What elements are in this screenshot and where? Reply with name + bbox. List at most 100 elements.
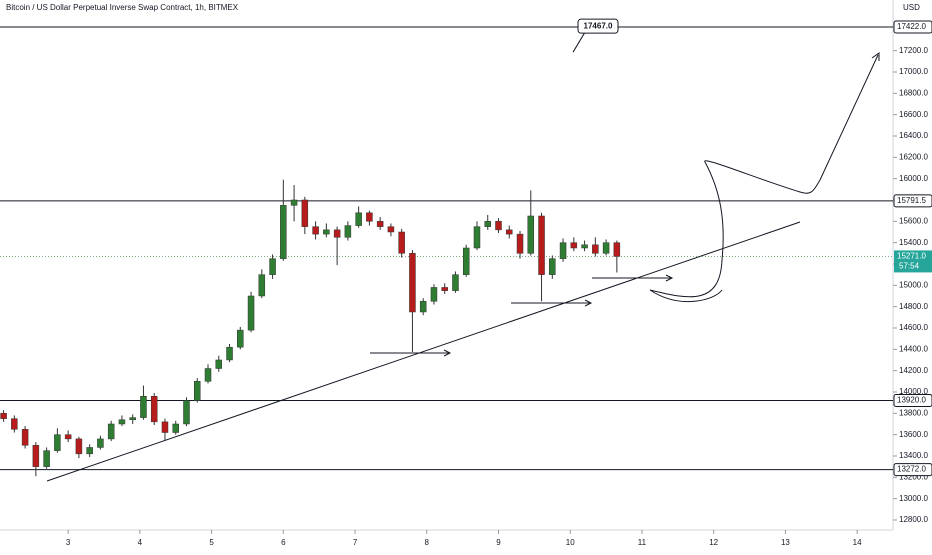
candle-body [538, 215, 545, 275]
y-tick-label: 15600.0 [899, 216, 928, 225]
candle-body [269, 258, 276, 275]
candle-body [226, 346, 233, 361]
y-tick-label: 14600.0 [899, 323, 928, 332]
y-tick-label: 16400.0 [899, 131, 928, 140]
candle-body [516, 233, 524, 254]
candle-body [344, 225, 352, 238]
x-tick-label: 13 [781, 538, 790, 547]
candle-body [506, 229, 513, 235]
candle-body [150, 395, 158, 423]
candle-body [129, 417, 136, 420]
candle-body [21, 429, 29, 446]
y-tick-label: 16800.0 [899, 88, 928, 97]
candle-body [387, 226, 395, 233]
candle-body [323, 229, 330, 235]
candle-body [301, 199, 309, 227]
candle-body [0, 413, 7, 419]
x-tick-label: 11 [638, 538, 647, 547]
currency-label: USD [903, 3, 920, 12]
candle-body [140, 395, 147, 418]
y-tick-label: 16600.0 [899, 110, 928, 119]
y-tick-label: 15000.0 [899, 280, 928, 289]
candle-body [258, 274, 266, 297]
y-tick-label: 13600.0 [899, 430, 928, 439]
candle-body [484, 221, 491, 227]
y-tick-label: 13400.0 [899, 451, 928, 460]
y-tick-label: 13000.0 [899, 494, 928, 503]
candle-body [570, 242, 578, 249]
y-tick-label: 15400.0 [899, 238, 928, 247]
y-tick-label: 12800.0 [899, 515, 928, 524]
y-tick-label: 16000.0 [899, 174, 928, 183]
candle-body [247, 295, 255, 331]
candle-body [409, 253, 416, 313]
x-tick-label: 9 [496, 538, 501, 547]
level-label: 13272.0 [897, 465, 926, 474]
candle-body [32, 445, 40, 467]
candle-body [172, 423, 179, 433]
y-tick-label: 17000.0 [899, 67, 928, 76]
drawings [46, 52, 880, 482]
candle-body [430, 287, 438, 302]
candle-body [237, 329, 244, 348]
candle-body [462, 247, 470, 275]
candle-body [161, 421, 169, 433]
level-label: 17422.0 [897, 22, 926, 31]
candle-body [43, 450, 50, 467]
candle-body [376, 221, 384, 227]
candle-body [11, 418, 18, 430]
candle-body [613, 242, 621, 257]
candle-body [441, 287, 448, 291]
candle-body [549, 258, 556, 275]
candle-body [280, 205, 287, 259]
candle-body [64, 434, 72, 440]
level-label: 13920.0 [897, 396, 926, 405]
y-tick-label: 14800.0 [899, 302, 928, 311]
candle-body [86, 447, 93, 455]
x-tick-label: 4 [138, 538, 143, 547]
candle-body [473, 226, 481, 249]
candle-body [107, 423, 115, 440]
candle-body [193, 381, 201, 401]
x-tick-label: 8 [425, 538, 430, 547]
x-tick-label: 7 [353, 538, 358, 547]
candle-body [75, 438, 83, 455]
x-tick-label: 6 [281, 538, 286, 547]
projection-path [649, 52, 880, 298]
level-label-box [893, 394, 932, 408]
candle-body [312, 226, 319, 235]
candle-body [592, 244, 599, 254]
candle-body [366, 212, 373, 222]
candle-body [204, 368, 212, 382]
candle-body [495, 221, 502, 231]
callout-box [577, 18, 619, 34]
candle-body [452, 274, 459, 291]
y-tick-label: 16200.0 [899, 152, 928, 161]
arrow [592, 274, 674, 282]
candle-body [54, 434, 61, 451]
candle-body [527, 215, 535, 254]
x-tick-label: 12 [709, 538, 718, 547]
y-tick-label: 14400.0 [899, 344, 928, 353]
candle-body [355, 212, 362, 226]
countdown-label: 57:54 [899, 262, 920, 271]
chart-title: Bitcoin / US Dollar Perpetual Inverse Sw… [6, 3, 239, 12]
candle-body [290, 199, 298, 206]
x-tick-label: 14 [853, 538, 862, 547]
y-tick-label: 13800.0 [899, 408, 928, 417]
last-price-label: 15271.0 [897, 252, 926, 261]
y-tick-label: 13200.0 [899, 472, 928, 481]
x-tick-label: 3 [66, 538, 71, 547]
level-label: 15791.5 [897, 196, 926, 205]
level-label-box [893, 463, 932, 477]
y-tick-label: 14000.0 [899, 387, 928, 396]
trend-line [46, 221, 801, 482]
level-label-box [893, 194, 932, 208]
x-tick-label: 10 [566, 538, 575, 547]
candle-body [118, 419, 126, 425]
candle-body [97, 438, 104, 448]
y-tick-label: 14200.0 [899, 366, 928, 375]
callout-label: 17467.0 [584, 21, 613, 30]
callout-pointer [572, 31, 586, 53]
